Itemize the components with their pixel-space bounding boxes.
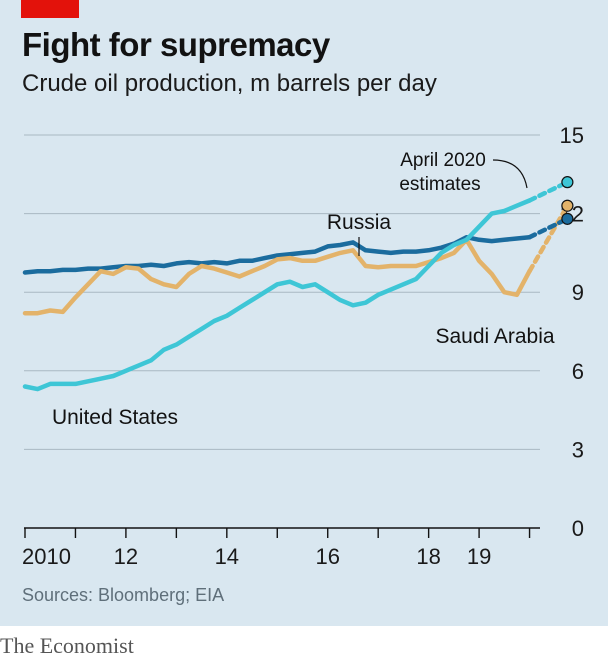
- estimate-markers: [527, 176, 574, 274]
- x-tick-label-12: 12: [114, 544, 138, 569]
- united-states-estimate-point: [561, 176, 574, 189]
- x-tick-label-16: 16: [315, 544, 339, 569]
- source-note: Sources: Bloomberg; EIA: [22, 585, 225, 605]
- x-tick-label-19: 19: [467, 544, 491, 569]
- x-axis: 2010 12 14 16 18 19: [22, 527, 540, 569]
- chart-panel: [0, 0, 608, 626]
- estimates-label-line1: April 2020: [400, 150, 486, 171]
- x-tick-label-2010: 2010: [22, 544, 71, 569]
- y-tick-label-15: 15: [560, 123, 584, 148]
- russia-estimate-point: [561, 212, 574, 225]
- chart-subtitle: Crude oil production, m barrels per day: [22, 70, 437, 97]
- united-states-estimate-dash: [527, 179, 570, 203]
- series-labels: Russia Saudi Arabia United States April …: [52, 150, 555, 429]
- estimates-leader-line: [492, 159, 528, 189]
- russia-estimate-dash: [527, 216, 570, 240]
- estimates-label-line2: estimates: [399, 174, 480, 195]
- saudi-arabia-line: [22, 237, 532, 316]
- gridlines: [24, 134, 540, 450]
- chart-title: Fight for supremacy: [22, 26, 330, 63]
- y-tick-label-6: 6: [572, 359, 584, 384]
- brand-red-bar: [21, 0, 79, 18]
- united-states-line: [22, 198, 532, 392]
- saudi-arabia-estimate-point: [561, 199, 574, 212]
- x-tick-label-18: 18: [416, 544, 440, 569]
- line-chart: 0 3 6 9 12 15 2010 12 14 16 18 19 Russia Saudi Ara…: [22, 123, 584, 569]
- x-tick-label-14: 14: [215, 544, 239, 569]
- y-tick-label-0: 0: [572, 516, 584, 541]
- united-states-label: United States: [52, 406, 178, 429]
- russia-line: [22, 234, 532, 275]
- series-lines: [22, 198, 532, 392]
- russia-label: Russia: [327, 211, 392, 234]
- y-tick-label-3: 3: [572, 437, 584, 462]
- saudi-arabia-estimate-dash: [527, 203, 570, 274]
- y-tick-label-9: 9: [572, 280, 584, 305]
- brand-wordmark: The Economist: [0, 633, 134, 658]
- saudi-arabia-label: Saudi Arabia: [435, 325, 554, 348]
